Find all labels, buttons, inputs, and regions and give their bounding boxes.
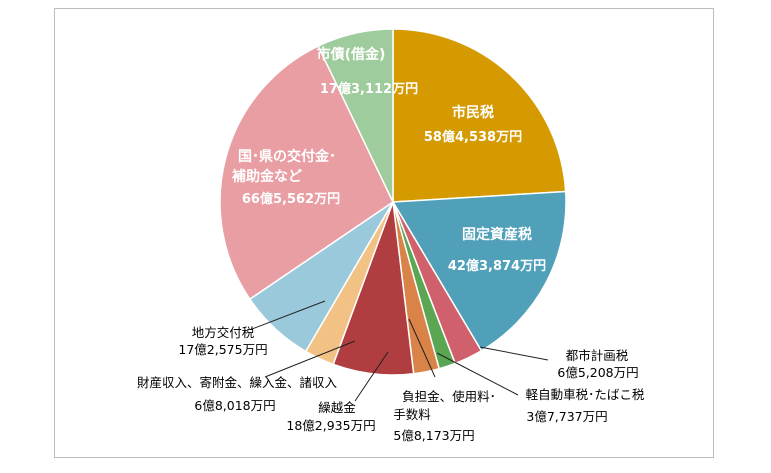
label-toshikeikaku-amount: 6億5,208万円: [557, 365, 638, 380]
leader-kurikoshi: [354, 351, 389, 402]
label-shiminzei-name: 市民税: [452, 104, 494, 121]
label-kotei-name: 固定資産税: [462, 226, 532, 243]
leader-futankin: [408, 318, 436, 378]
label-chihokofu-name: 地方交付税: [192, 325, 255, 340]
label-futankin-name1: 負担金、使用料･: [402, 389, 496, 404]
leader-zaisan: [264, 340, 356, 378]
leader-chihokofu: [251, 300, 326, 330]
label-futankin-name2: 手数料: [393, 407, 431, 422]
pie-slice-shiminzei: [392, 28, 567, 203]
label-kuniken-amount: 66億5,562万円: [242, 191, 340, 207]
label-chihokofu-amount: 17億2,575万円: [178, 342, 267, 357]
pie-slice-shisai: [317, 28, 394, 203]
label-kuniken-name1: 国･県の交付金･: [238, 148, 336, 165]
label-shisai-amount: 17億3,112万円: [320, 81, 418, 97]
label-zaisan-amount: 6億8,018万円: [194, 398, 275, 413]
pie-slice-kotei: [391, 190, 567, 352]
leader-toshikeikaku: [479, 346, 549, 361]
chart-frame: 市民税 58億4,538万円 固定資産税 42億3,874万円 国･県の交付金･…: [54, 8, 714, 458]
label-futankin-amount: 5億8,173万円: [393, 428, 474, 443]
pie-slice-kuniken: [219, 45, 394, 301]
label-kotei-amount: 42億3,874万円: [448, 258, 546, 274]
label-toshikeikaku-name: 都市計画税: [566, 348, 629, 363]
label-kurikoshi-name: 繰越金: [318, 400, 356, 415]
label-zaisan-name: 財産収入、寄附金、繰入金、諸収入: [137, 375, 338, 390]
leader-keijidosha: [436, 352, 519, 396]
label-shisai-name: 市債(借金): [317, 46, 386, 63]
pie-chart: 市民税 58億4,538万円 固定資産税 42億3,874万円 国･県の交付金･…: [137, 28, 645, 443]
label-keijidosha-amount: 3億7,737万円: [526, 409, 607, 424]
label-kurikoshi-amount: 18億2,935万円: [286, 418, 375, 433]
label-kuniken-name2: 補助金など: [231, 168, 302, 185]
label-keijidosha-name: 軽自動車税･たばこ税: [526, 387, 645, 402]
label-shiminzei-amount: 58億4,538万円: [424, 129, 522, 145]
